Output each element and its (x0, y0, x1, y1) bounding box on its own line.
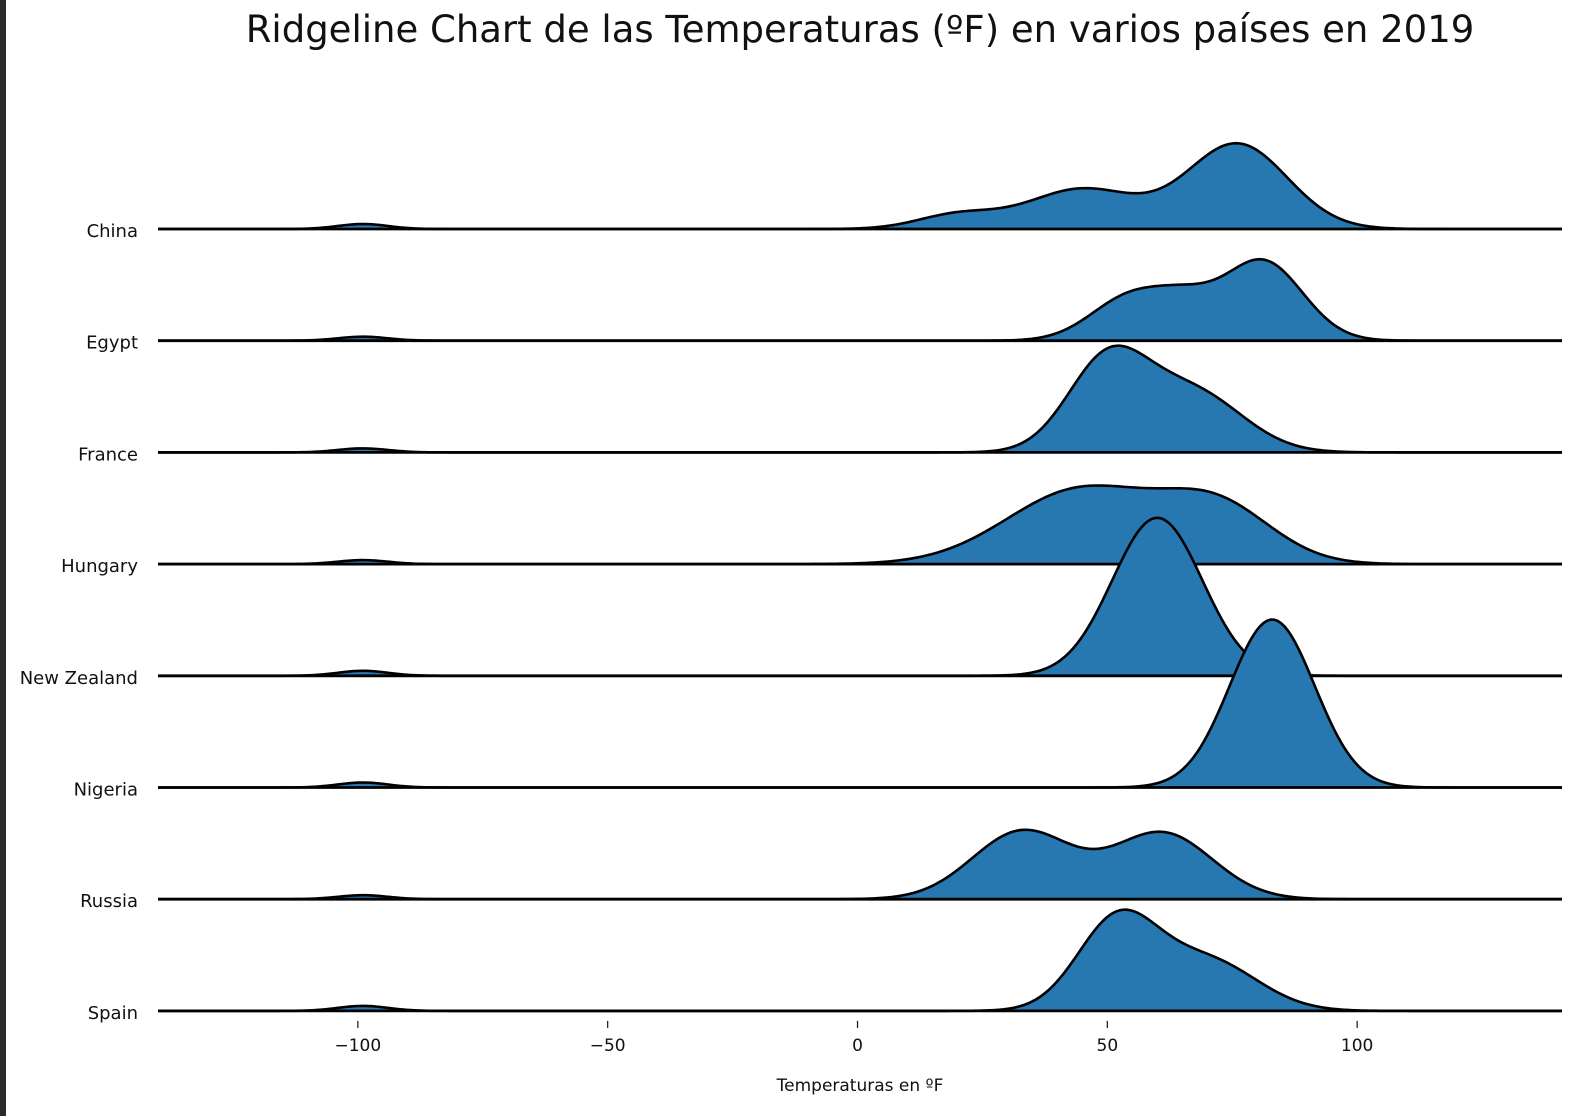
ridge-outline (158, 257, 1562, 342)
ridge-russia (158, 828, 1562, 901)
ridge-nigeria (158, 618, 1562, 789)
x-axis: −100 −50 0 50 100 (335, 1020, 1373, 1056)
row-labels: China Egypt France Hungary New Zealand Nigeri… (20, 221, 139, 1024)
ridge-outline (158, 141, 1562, 231)
ridge-outline (158, 828, 1562, 901)
row-label: Nigeria (74, 780, 138, 801)
x-tick-label: 100 (1341, 1036, 1373, 1056)
row-label: China (87, 221, 138, 242)
ridge-area (158, 517, 1562, 676)
row-label: France (78, 444, 138, 465)
x-tick-label: −100 (335, 1036, 382, 1056)
ridge-area (158, 909, 1562, 1011)
ridge-china (158, 141, 1562, 231)
ridge-outline (158, 516, 1562, 678)
x-tick-label: 50 (1097, 1036, 1119, 1056)
row-label: Spain (88, 1003, 138, 1024)
ridge-france (158, 344, 1562, 454)
row-label: Hungary (61, 556, 138, 577)
ridge-area (158, 619, 1562, 788)
x-tick-label: 0 (852, 1036, 863, 1056)
window-edge (0, 0, 6, 1116)
x-axis-title: Temperaturas en ºF (776, 1076, 944, 1096)
ridge-new-zealand (158, 516, 1562, 678)
x-tick-label: −50 (590, 1036, 626, 1056)
ridge-spain (158, 908, 1562, 1013)
ridges (158, 141, 1562, 1013)
ridge-hungary (158, 484, 1562, 566)
ridge-outline (158, 484, 1562, 566)
ridge-area (158, 143, 1562, 229)
ridge-area (158, 485, 1562, 565)
row-label: Russia (80, 891, 138, 912)
ridge-area (158, 345, 1562, 453)
ridge-egypt (158, 257, 1562, 343)
row-label: New Zealand (20, 668, 138, 689)
ridge-area (158, 259, 1562, 341)
ridge-area (158, 829, 1562, 900)
ridge-outline (158, 908, 1562, 1013)
chart-title: Ridgeline Chart de las Temperaturas (ºF)… (246, 8, 1475, 51)
row-label: Egypt (86, 333, 138, 354)
ridge-outline (158, 344, 1562, 454)
